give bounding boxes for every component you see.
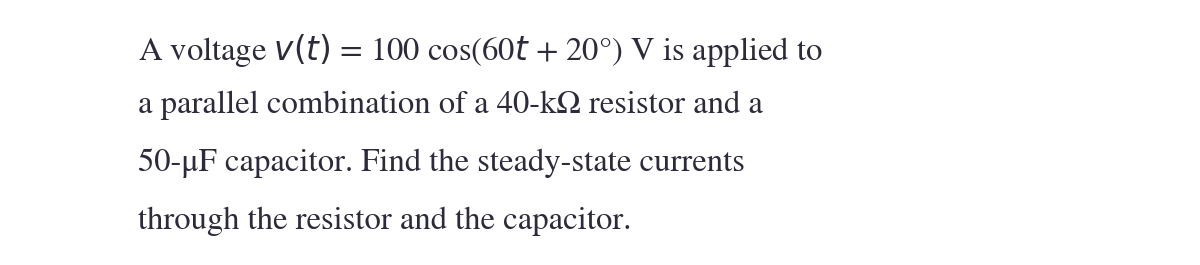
Text: through the resistor and the capacitor.: through the resistor and the capacitor.	[138, 207, 631, 236]
Text: a parallel combination of a 40-kΩ resistor and a: a parallel combination of a 40-kΩ resist…	[138, 90, 763, 120]
Text: A voltage $v(t)$ = 100 cos(60$t$ + 20°) V is applied to: A voltage $v(t)$ = 100 cos(60$t$ + 20°) …	[138, 32, 823, 69]
Text: 50-μF capacitor. Find the steady-state currents: 50-μF capacitor. Find the steady-state c…	[138, 148, 745, 178]
